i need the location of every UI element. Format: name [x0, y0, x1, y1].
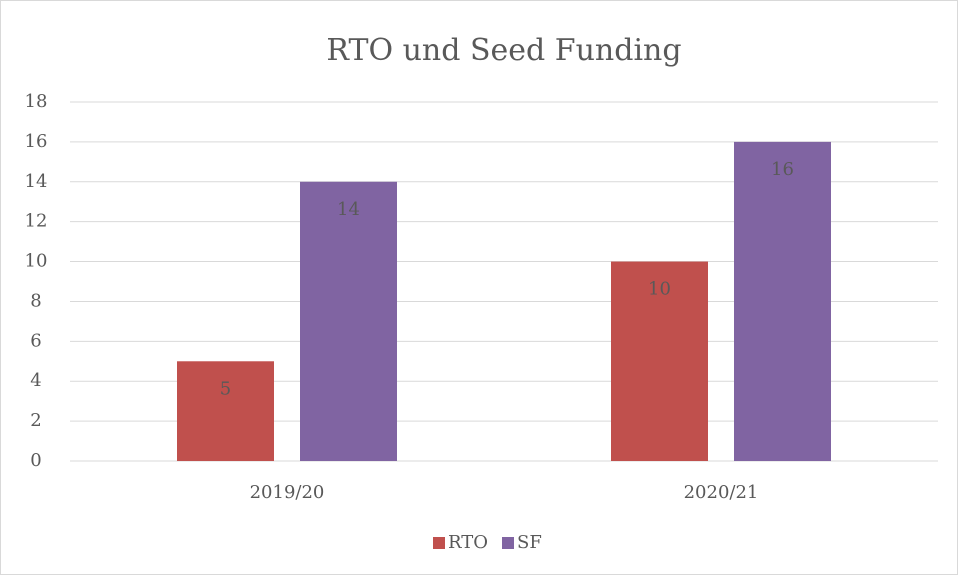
data-label: 5: [220, 378, 231, 399]
data-label: 14: [337, 199, 360, 220]
y-tick-label: 12: [25, 211, 48, 232]
bar: [300, 181, 397, 461]
bar: [177, 361, 274, 461]
bar: [611, 261, 708, 461]
x-tick-label: 2020/21: [684, 482, 759, 503]
y-tick-label: 4: [30, 370, 41, 391]
data-label: 16: [771, 159, 794, 180]
legend-label: SF: [517, 532, 542, 553]
x-tick-label: 2019/20: [250, 482, 325, 503]
y-tick-label: 18: [25, 91, 48, 112]
y-tick-label: 2: [30, 410, 41, 431]
y-tick-label: 14: [25, 171, 48, 192]
data-label: 10: [648, 279, 671, 300]
y-tick-label: 6: [30, 330, 41, 351]
y-tick-label: 10: [25, 251, 48, 272]
y-tick-label: 0: [30, 450, 41, 471]
bar: [734, 141, 831, 461]
y-tick-label: 16: [25, 131, 48, 152]
legend-swatch: [502, 537, 514, 549]
legend-swatch: [433, 537, 445, 549]
chart-title: RTO und Seed Funding: [326, 33, 681, 68]
y-tick-label: 8: [30, 290, 41, 311]
legend-label: RTO: [448, 532, 488, 553]
